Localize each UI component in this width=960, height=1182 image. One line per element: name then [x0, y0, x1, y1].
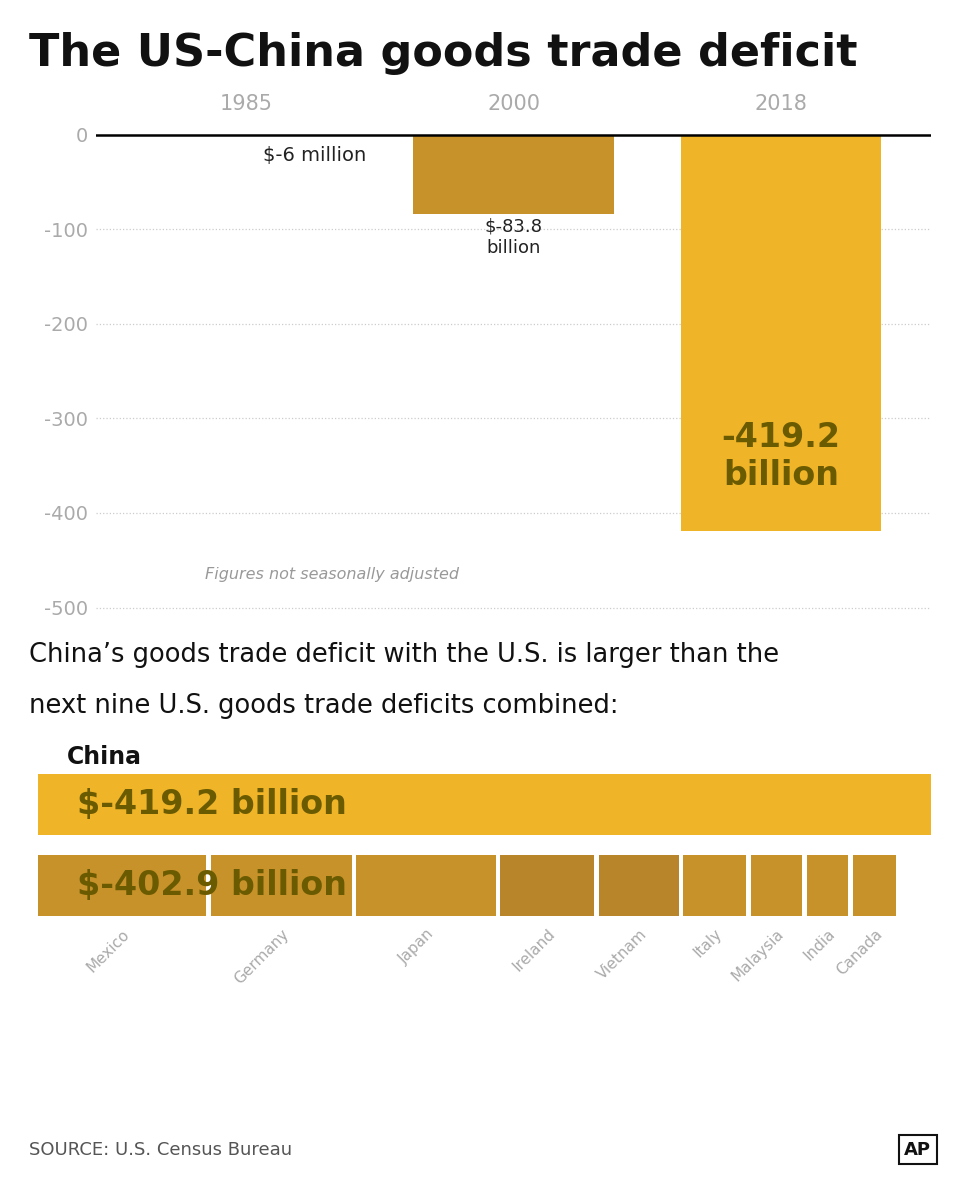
Bar: [751, 856, 803, 916]
Text: Canada: Canada: [833, 927, 885, 978]
Text: Italy: Italy: [691, 927, 725, 960]
Text: AP: AP: [904, 1141, 931, 1158]
Text: $-83.8
billion: $-83.8 billion: [485, 217, 542, 256]
Bar: [852, 856, 897, 916]
Text: Vietnam: Vietnam: [594, 927, 650, 982]
Bar: [356, 856, 495, 916]
Bar: [500, 856, 594, 916]
Text: SOURCE: U.S. Census Bureau: SOURCE: U.S. Census Bureau: [29, 1141, 292, 1158]
Text: -419.2
billion: -419.2 billion: [721, 421, 840, 492]
Text: 2000: 2000: [487, 93, 540, 113]
Text: China’s goods trade deficit with the U.S. is larger than the: China’s goods trade deficit with the U.S…: [29, 642, 779, 668]
Bar: [807, 856, 848, 916]
Text: The US-China goods trade deficit: The US-China goods trade deficit: [29, 32, 857, 74]
Bar: [38, 774, 931, 834]
Text: $-6 million: $-6 million: [263, 147, 367, 165]
Bar: [211, 856, 351, 916]
Bar: [414, 135, 613, 214]
Text: Malaysia: Malaysia: [730, 927, 787, 985]
Text: Japan: Japan: [396, 927, 437, 967]
Text: $-402.9 billion: $-402.9 billion: [77, 869, 347, 902]
Text: India: India: [801, 927, 838, 963]
Text: Germany: Germany: [231, 927, 292, 987]
Bar: [681, 135, 881, 531]
Bar: [599, 856, 679, 916]
Text: 1985: 1985: [220, 93, 273, 113]
Text: China: China: [67, 745, 142, 768]
Text: next nine U.S. goods trade deficits combined:: next nine U.S. goods trade deficits comb…: [29, 693, 618, 719]
Text: Ireland: Ireland: [510, 927, 558, 974]
Text: $-419.2 billion: $-419.2 billion: [77, 788, 347, 820]
Text: Figures not seasonally adjusted: Figures not seasonally adjusted: [204, 567, 459, 582]
Text: 2018: 2018: [755, 93, 807, 113]
Bar: [684, 856, 746, 916]
Bar: [38, 856, 206, 916]
Text: Mexico: Mexico: [84, 927, 132, 975]
